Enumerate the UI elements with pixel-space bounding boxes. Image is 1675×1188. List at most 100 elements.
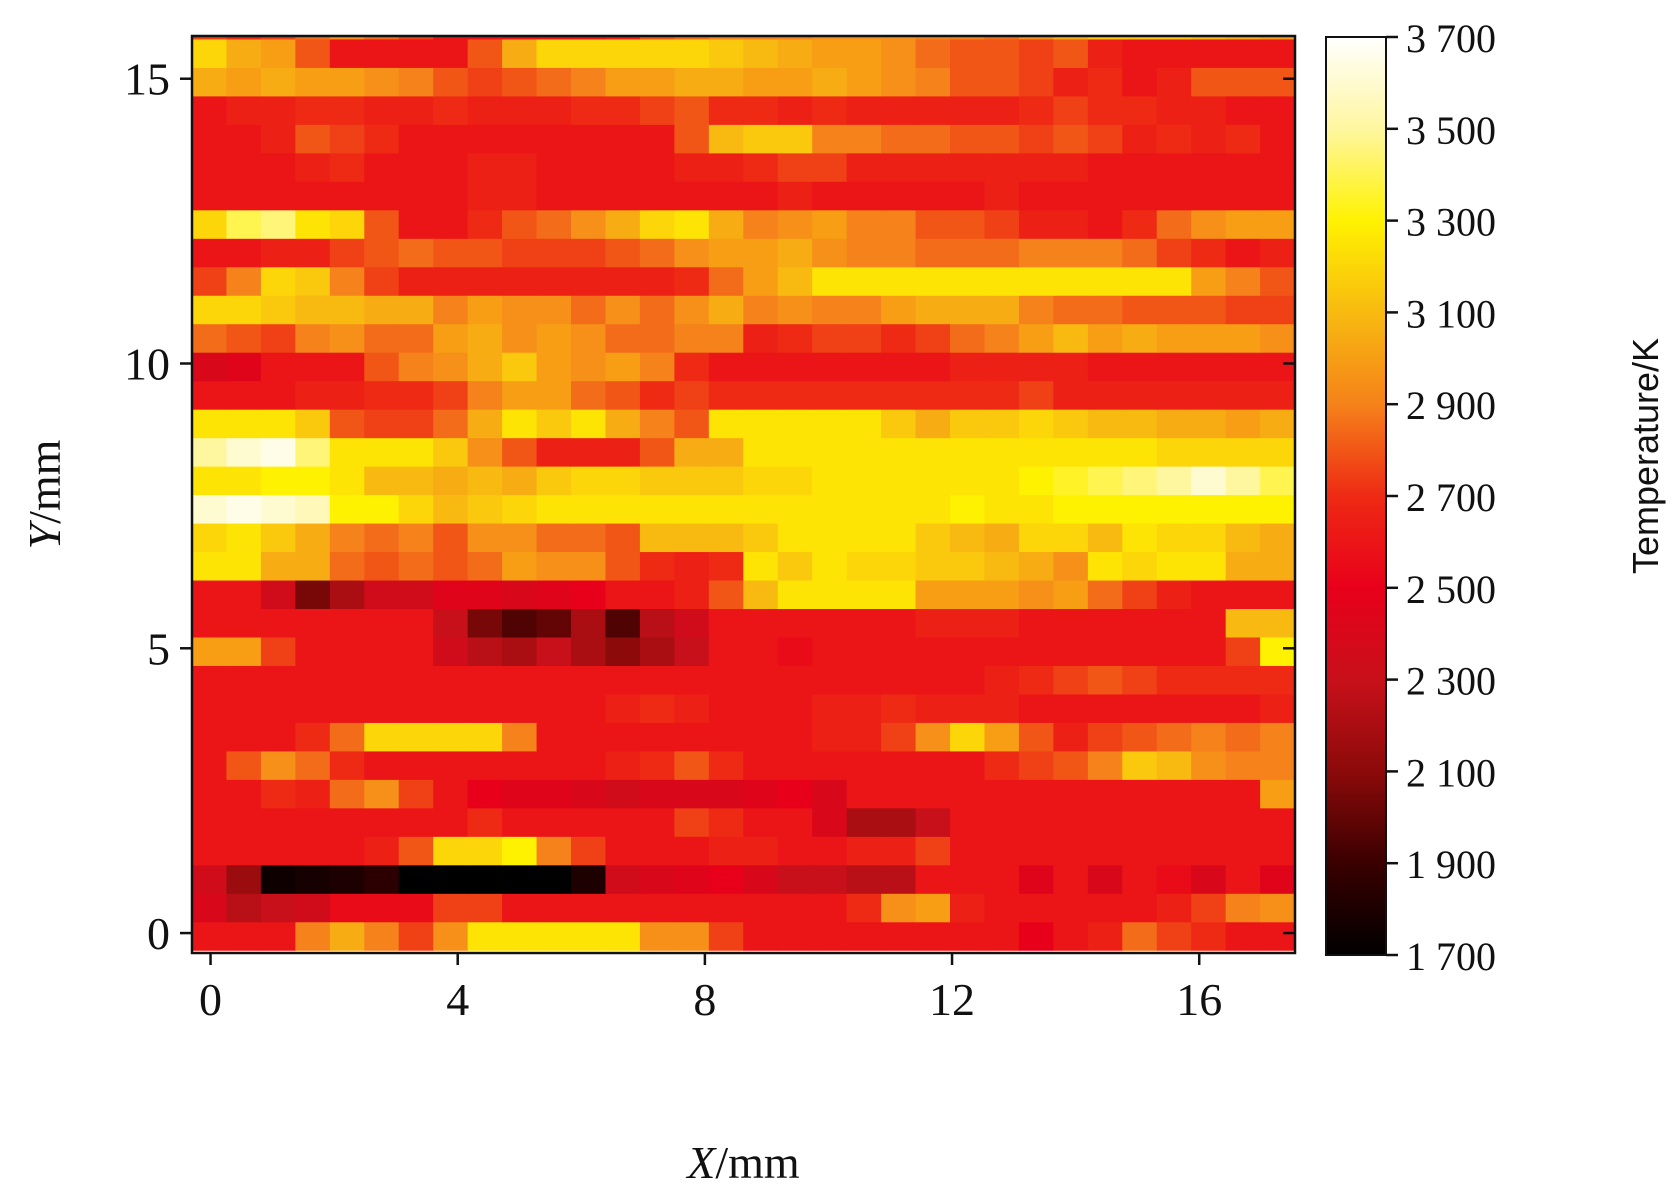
- heatmap-cell: [571, 380, 607, 410]
- heatmap-cell: [639, 380, 675, 410]
- heatmap-cell: [1191, 466, 1227, 496]
- heatmap-cell: [743, 864, 779, 894]
- heatmap-cell: [1018, 352, 1054, 382]
- heatmap-cell: [984, 636, 1020, 666]
- heatmap-cell: [502, 124, 538, 154]
- heatmap-cell: [433, 836, 469, 866]
- heatmap-cell: [984, 921, 1020, 951]
- heatmap-cell: [295, 266, 331, 296]
- heatmap-cell: [708, 323, 744, 353]
- heatmap-cell: [571, 38, 607, 68]
- heatmap-cell: [1260, 95, 1296, 125]
- heatmap-cell: [433, 295, 469, 325]
- heatmap-cell: [674, 323, 710, 353]
- heatmap-cell: [1225, 67, 1261, 97]
- heatmap-cell: [777, 836, 813, 866]
- heatmap-cell: [846, 636, 882, 666]
- heatmap-cell: [226, 380, 262, 410]
- heatmap-cell: [708, 836, 744, 866]
- heatmap-cell: [984, 722, 1020, 752]
- heatmap-cell: [571, 893, 607, 923]
- heatmap-cell: [674, 693, 710, 723]
- heatmap-cell: [329, 437, 365, 467]
- heatmap-cell: [329, 665, 365, 695]
- heatmap-cell: [812, 722, 848, 752]
- heatmap-cell: [260, 409, 296, 439]
- heatmap-cell: [571, 494, 607, 524]
- heatmap-cell: [777, 494, 813, 524]
- heatmap-cell: [881, 466, 917, 496]
- heatmap-cell: [674, 124, 710, 154]
- heatmap-cell: [329, 494, 365, 524]
- heatmap-cell: [536, 38, 572, 68]
- heatmap-cell: [536, 579, 572, 610]
- heatmap-cell: [708, 38, 744, 68]
- heatmap-cell: [571, 67, 607, 97]
- heatmap-cell: [950, 836, 986, 866]
- heatmap-cell: [433, 238, 469, 268]
- heatmap-cell: [881, 693, 917, 723]
- heatmap-cell: [433, 579, 469, 610]
- heatmap-cell: [1053, 608, 1089, 638]
- heatmap-cell: [364, 437, 400, 467]
- heatmap-cell: [536, 209, 572, 239]
- colorbar-tick-label: 2 300: [1406, 659, 1496, 704]
- heatmap-cell: [536, 693, 572, 723]
- heatmap-cell: [571, 636, 607, 666]
- heatmap-cell: [364, 579, 400, 610]
- heatmap-cell: [984, 779, 1020, 809]
- heatmap-cell: [1225, 522, 1261, 553]
- heatmap-cell: [915, 323, 951, 353]
- heatmap-cell: [639, 323, 675, 353]
- heatmap-cell: [536, 551, 572, 581]
- heatmap-cell: [1260, 266, 1296, 296]
- heatmap-cell: [1260, 779, 1296, 809]
- heatmap-cell: [1053, 750, 1089, 780]
- heatmap-cell: [467, 323, 503, 353]
- heatmap-cell: [364, 323, 400, 353]
- heatmap-cell: [226, 323, 262, 353]
- heatmap-cell: [1053, 36, 1089, 40]
- heatmap-cell: [915, 124, 951, 154]
- heatmap-cell: [846, 893, 882, 923]
- heatmap-cell: [639, 807, 675, 837]
- heatmap-cell: [1191, 352, 1227, 382]
- heatmap-cell: [192, 864, 228, 894]
- heatmap-cell: [226, 608, 262, 638]
- heatmap-cell: [1018, 409, 1054, 439]
- heatmap-cell: [536, 466, 572, 496]
- heatmap-cell: [915, 921, 951, 951]
- heatmap-cell: [1191, 67, 1227, 97]
- heatmap-cell: [398, 67, 434, 97]
- heatmap-cell: [639, 551, 675, 581]
- heatmap-cell: [846, 466, 882, 496]
- heatmap-cell: [467, 551, 503, 581]
- heatmap-cell: [502, 807, 538, 837]
- heatmap-cell: [1156, 95, 1192, 125]
- heatmap-cell: [881, 836, 917, 866]
- heatmap-cell: [639, 181, 675, 211]
- heatmap-cell: [950, 466, 986, 496]
- heatmap-cell: [364, 693, 400, 723]
- heatmap-cell: [571, 266, 607, 296]
- heatmap-cell: [295, 323, 331, 353]
- heatmap-cell: [364, 124, 400, 154]
- heatmap-cell: [260, 352, 296, 382]
- heatmap-cell: [708, 494, 744, 524]
- heatmap-cell: [1087, 409, 1123, 439]
- heatmap-cell: [1018, 779, 1054, 809]
- heatmap-cell: [1122, 36, 1158, 40]
- heatmap-cell: [639, 36, 675, 40]
- heatmap-cell: [467, 693, 503, 723]
- x-tick-label: 12: [929, 974, 975, 1025]
- heatmap-cell: [812, 124, 848, 154]
- heatmap-cell: [743, 95, 779, 125]
- colorbar-tick-label: 2 900: [1406, 383, 1496, 428]
- heatmap-cell: [329, 864, 365, 894]
- heatmap-cell: [226, 893, 262, 923]
- heatmap-cell: [536, 665, 572, 695]
- colorbar: [1325, 36, 1387, 956]
- heatmap-cell: [777, 579, 813, 610]
- heatmap-cell: [1122, 722, 1158, 752]
- heatmap-cell: [1122, 466, 1158, 496]
